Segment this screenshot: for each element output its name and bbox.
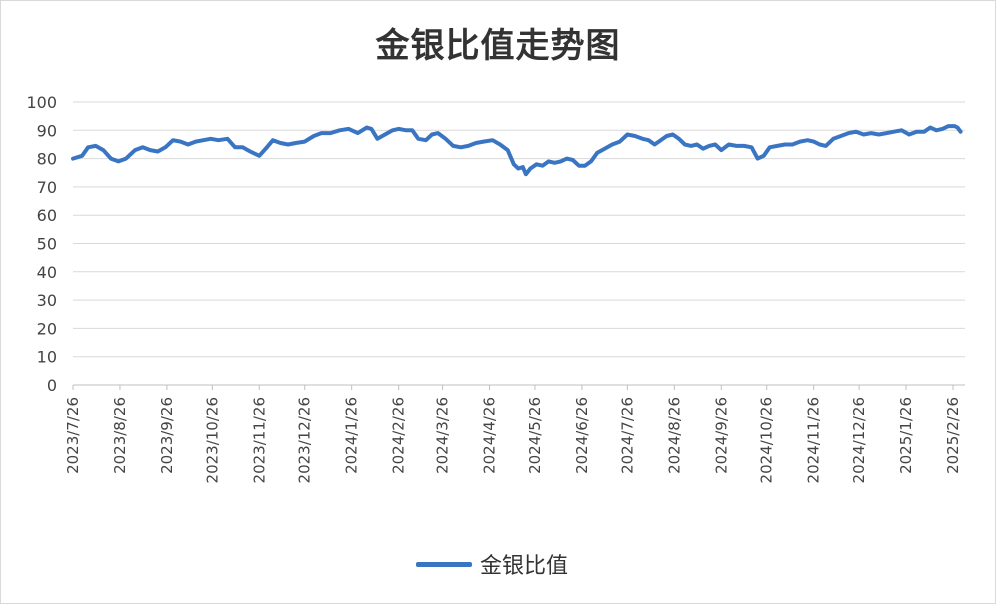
x-tick-label: 2024/3/26 xyxy=(434,397,452,474)
x-tick-label: 2024/11/26 xyxy=(805,397,823,483)
x-tick-label: 2023/12/26 xyxy=(296,397,314,483)
y-tick-label: 70 xyxy=(37,178,57,197)
legend-label: 金银比值 xyxy=(480,554,569,579)
legend: 金银比值 xyxy=(416,548,568,580)
y-tick-label: 90 xyxy=(37,121,57,140)
y-tick-label: 50 xyxy=(37,235,57,254)
y-tick-label: 60 xyxy=(37,206,57,225)
x-tick-label: 2023/9/26 xyxy=(158,397,176,474)
x-tick-label: 2024/6/26 xyxy=(573,397,591,474)
x-tick-label: 2024/5/26 xyxy=(526,397,544,474)
x-tick-label: 2024/2/26 xyxy=(390,397,408,474)
x-tick-label: 2023/11/26 xyxy=(250,397,268,483)
chart-title: 金银比值走势图 xyxy=(375,26,621,66)
y-tick-label: 100 xyxy=(26,93,57,112)
x-tick-label: 2023/8/26 xyxy=(111,397,129,474)
x-tick-label: 2024/1/26 xyxy=(343,397,361,474)
series-line xyxy=(71,124,963,177)
x-tick-label: 2024/9/26 xyxy=(712,397,730,474)
y-tick-label: 10 xyxy=(37,348,57,367)
x-tick-label: 2023/7/26 xyxy=(64,397,82,474)
x-tick-label: 2025/2/26 xyxy=(944,397,962,474)
x-tick-label: 2024/12/26 xyxy=(850,397,868,483)
y-tick-label: 80 xyxy=(37,150,57,169)
y-tick-label: 30 xyxy=(37,291,57,310)
x-tick-label: 2023/10/26 xyxy=(203,397,221,483)
x-tick-label: 2024/4/26 xyxy=(481,397,499,474)
legend-swatch xyxy=(416,561,472,567)
y-tick-label: 40 xyxy=(37,263,57,282)
x-tick-label: 2025/1/26 xyxy=(897,397,915,474)
x-tick-label: 2024/8/26 xyxy=(665,397,683,474)
y-tick-label: 20 xyxy=(37,319,57,338)
x-tick-label: 2024/10/26 xyxy=(758,397,776,483)
y-tick-label: 0 xyxy=(47,376,57,395)
x-tick-label: 2024/7/26 xyxy=(618,397,636,474)
